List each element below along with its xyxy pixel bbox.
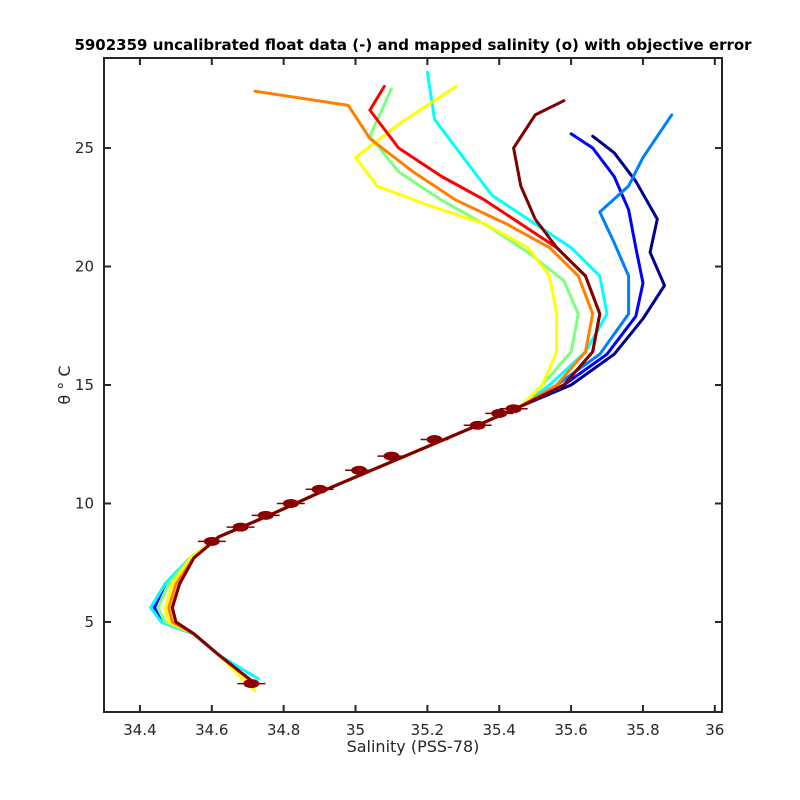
marker-dot [243,679,260,689]
y-tick-label: 5 [84,613,94,631]
marker-dot [491,408,508,418]
mapped-salinity-marker-1 [197,536,226,546]
marker-dot [282,498,299,508]
y-tick-label: 25 [75,139,94,157]
mapped-salinity-marker-11 [499,404,528,414]
x-tick-label: 35.6 [554,721,587,739]
y-tick-label: 20 [75,258,94,276]
chart-title: 5902359 uncalibrated float data (-) and … [74,36,752,54]
x-tick-label: 35.4 [483,721,516,739]
marker-dot [232,522,249,532]
y-tick-label: 10 [75,494,94,512]
mapped-salinity-marker-5 [305,484,334,494]
marker-dot [426,435,443,444]
marker-dot [311,484,328,494]
y-axis-ticks: 5 10 15 20 25 [75,139,722,631]
x-axis-ticks: 34.4 34.6 34.8 35 35.2 35.4 35.6 35.8 36 [123,58,724,739]
marker-dot [351,465,368,475]
mapped-salinity-marker-10 [485,408,514,418]
y-axis-label: θ ° C [55,365,74,404]
series-line-8 [170,99,602,686]
x-tick-label: 36 [705,721,724,739]
x-tick-label: 35 [346,721,365,739]
x-tick-label: 34.4 [123,721,156,739]
mapped-salinity-marker-9 [463,420,492,430]
mapped-salinity-markers [197,404,528,689]
mapped-salinity-marker-6 [345,465,374,475]
mapped-salinity-marker-3 [251,510,280,520]
x-tick-label: 35.8 [626,721,659,739]
plot-area [104,58,722,712]
y-tick-label: 15 [75,376,94,394]
marker-dot [505,404,522,414]
marker-dot [383,451,400,461]
marker-dot [203,536,220,546]
x-tick-label: 34.8 [267,721,300,739]
x-axis-label: Salinity (PSS-78) [347,737,480,756]
marker-dot [469,420,486,430]
mapped-salinity-marker-2 [226,522,255,532]
mapped-salinity-marker-8 [420,435,449,444]
mapped-salinity-marker-0 [237,679,266,689]
x-tick-label: 34.6 [195,721,228,739]
mapped-salinity-marker-7 [377,451,406,461]
mapped-salinity-marker-4 [276,498,305,508]
marker-dot [257,510,274,520]
x-tick-label: 35.2 [411,721,444,739]
